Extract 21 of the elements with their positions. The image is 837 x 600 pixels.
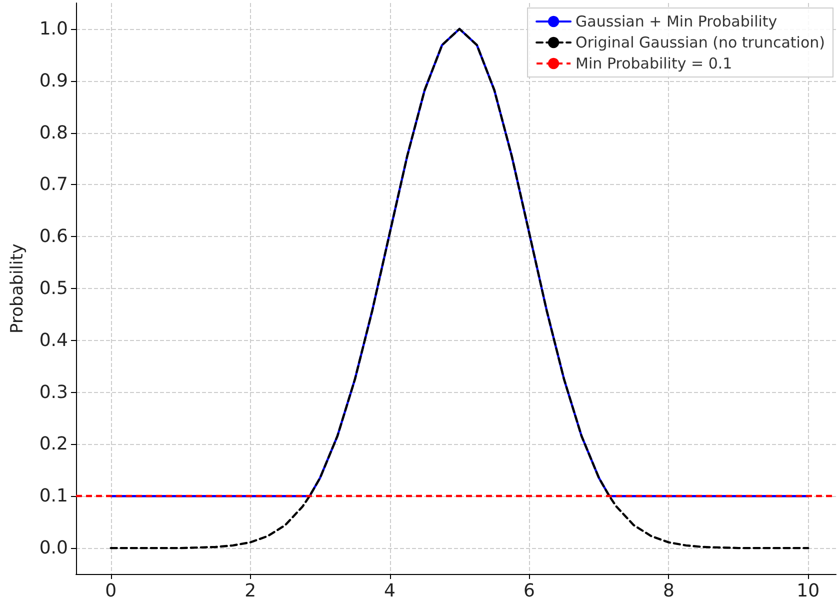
y-tick-label: 0.5	[39, 278, 68, 299]
legend-label: Gaussian + Min Probability	[576, 12, 778, 30]
x-tick-label: 6	[523, 580, 535, 600]
y-tick-label: 0.9	[39, 70, 68, 92]
y-tick-label: 0.7	[39, 174, 68, 196]
x-tick-label: 2	[244, 580, 256, 600]
y-tick-label: 0.8	[39, 122, 68, 144]
y-tick-label: 0.6	[39, 226, 68, 248]
legend-label: Original Gaussian (no truncation)	[576, 34, 826, 52]
y-tick-label: 0.0	[39, 538, 68, 559]
x-tick-label: 4	[384, 580, 396, 600]
y-tick-label: 1.0	[39, 18, 68, 40]
y-tick-label: 0.4	[39, 330, 68, 351]
y-tick-label: 0.3	[39, 382, 68, 403]
y-tick-label: 0.1	[39, 486, 68, 507]
legend-label: Min Probability = 0.1	[576, 54, 732, 72]
y-axis-title: Probability	[8, 244, 28, 334]
x-tick-label: 0	[105, 580, 117, 600]
x-tick-label: 10	[796, 580, 820, 600]
y-tick-label: 0.2	[39, 434, 68, 455]
x-tick-label: 8	[662, 580, 674, 600]
